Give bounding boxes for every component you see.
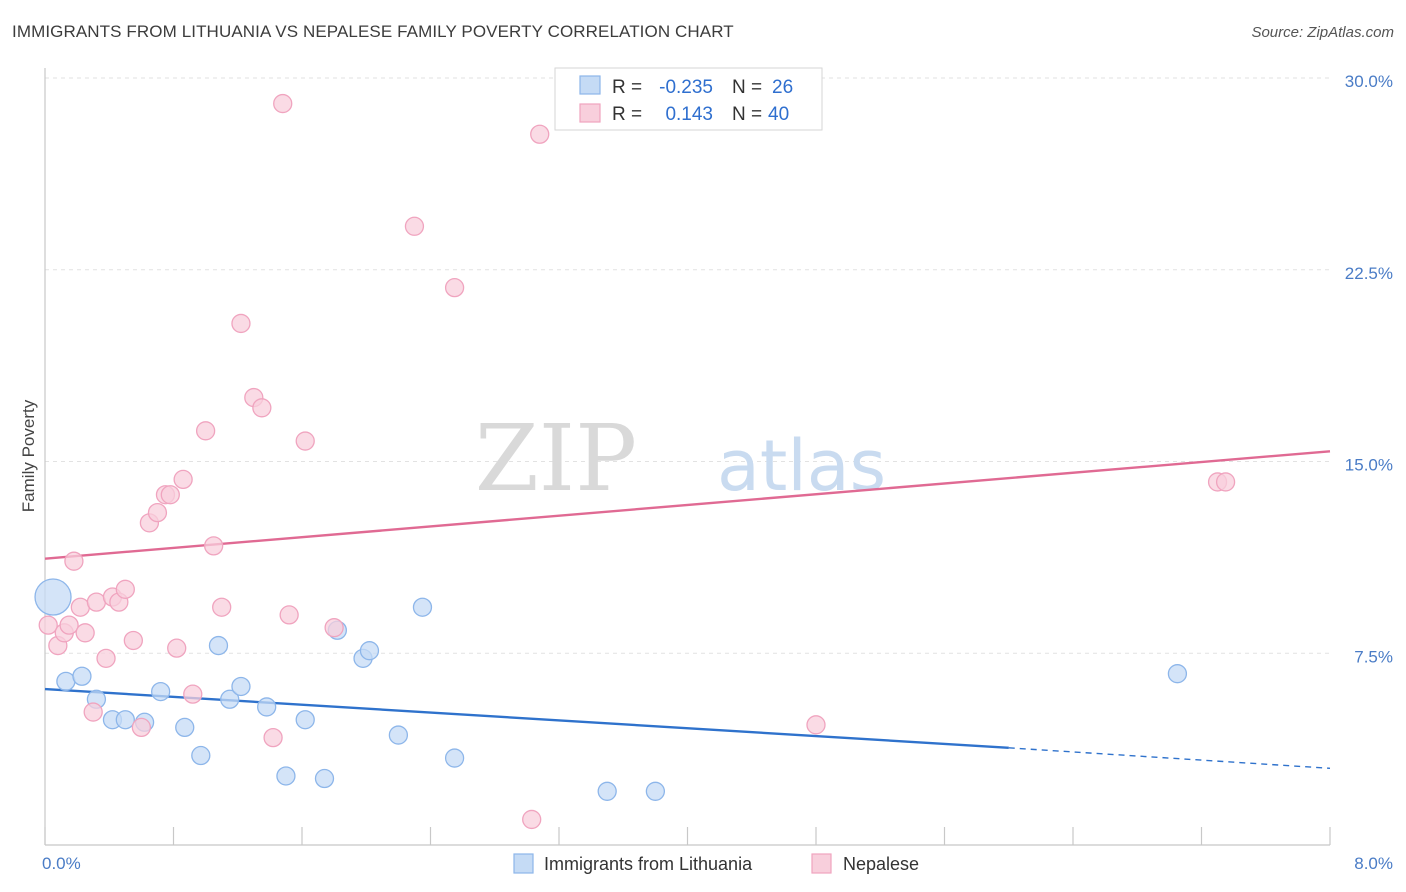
nepalese-point-39 [1215,472,1236,492]
lithuania-point-1 [56,671,76,692]
nepalese-point-22 [195,421,216,441]
nepalese-point-0 [38,615,58,635]
y-tick-label-0: 7.5% [1354,647,1393,666]
nepalese-point-20 [173,469,193,490]
y-tick-label-3: 30.0% [1345,72,1393,91]
nepalese-point-28 [263,727,283,748]
lithuania-point-12 [231,676,251,697]
nepalese-point-3 [59,615,79,635]
nepalese-point-5 [70,597,90,617]
nepalese-point-8 [86,592,107,612]
legend-r-value-1: -0.235 [659,77,713,98]
watermark: ZIP atlas [475,405,886,512]
nepalese-point-23 [204,536,224,556]
nepalese-point-36 [530,124,550,144]
legend-swatch-lithuania [579,75,601,95]
nepalese-point-30 [279,605,299,625]
nepalese-point-32 [324,618,344,638]
lithuania-point-2 [72,666,92,686]
legend-n-label-2: N = [732,104,762,125]
lithuania-point-11 [220,689,240,709]
nepalese-point-21 [183,684,203,704]
nepalese-point-25 [231,313,251,334]
data-points [34,93,1236,830]
nepalese-point-31 [295,431,315,451]
lithuania-point-7 [150,681,171,702]
legend-swatch-nepalese [579,103,601,123]
lithuania-point-16 [314,768,335,789]
nepalese-point-12 [115,579,135,599]
y-tick-label-2: 22.5% [1345,264,1393,283]
nepalese-point-9 [96,648,116,669]
lithuania-point-8 [175,717,195,738]
y-axis-label: Family Poverty [19,399,38,512]
nepalese-point-13 [123,630,143,651]
watermark-atlas: atlas [717,425,886,507]
lithuania-point-10 [208,635,229,656]
nepalese-point-4 [64,551,84,571]
nepalese-point-24 [212,597,232,617]
legend-n-label-1: N = [732,77,762,98]
lithuania-point-13 [257,697,277,717]
nepalese-point-35 [522,809,542,830]
bottom-legend-label-nepalese: Nepalese [843,854,919,874]
bottom-legend-swatch-lithuania [513,853,534,874]
nepalese-point-14 [131,717,152,738]
source-label: Source: ZipAtlas.com [1251,24,1394,41]
trend-line-0 [44,687,1009,750]
bottom-legend-swatch-nepalese [811,853,832,874]
trend-line-extension-0 [1008,747,1331,769]
bottom-legend: Immigrants from Lithuania Nepalese [513,853,919,874]
lithuania-point-20 [388,725,409,745]
lithuania-point-24 [645,781,666,801]
legend-n-value-1: 26 [772,77,793,98]
nepalese-point-6 [75,623,95,643]
nepalese-point-37 [806,715,826,735]
y-tick-label-1: 15.0% [1345,456,1393,475]
nepalese-point-7 [83,702,103,722]
lithuania-point-21 [412,597,433,617]
lithuania-point-5 [115,710,135,730]
nepalese-point-18 [160,485,180,505]
legend-n-value-2: 40 [768,104,789,125]
watermark-zip: ZIP [475,405,637,512]
nepalese-point-27 [252,398,272,418]
gridlines [45,77,1330,654]
nepalese-point-19 [167,638,187,658]
nepalese-point-16 [147,502,168,523]
trend-line-1 [44,450,1331,560]
lithuania-point-25 [1167,664,1188,684]
x-tick-max: 8.0% [1354,854,1393,873]
legend-r-label-2: R = [612,104,642,125]
lithuania-point-14 [276,766,296,786]
axes [44,68,1331,846]
lithuania-point-23 [597,781,617,801]
lithuania-point-19 [359,641,380,661]
nepalese-point-33 [404,216,425,236]
lithuania-point-22 [444,748,465,768]
nepalese-point-29 [273,93,293,114]
trend-lines [44,450,1331,769]
lithuania-point-9 [191,745,211,766]
chart-title: IMMIGRANTS FROM LITHUANIA VS NEPALESE FA… [12,22,734,41]
lithuania-point-15 [295,710,315,730]
bottom-legend-label-lithuania: Immigrants from Lithuania [544,854,753,874]
lithuania-point-0 [34,578,72,616]
legend-r-value-2: 0.143 [665,104,713,125]
nepalese-point-34 [444,277,465,298]
top-legend: R = -0.235 N = 26 R = 0.143 N = 40 [554,67,823,131]
legend-r-label-1: R = [612,77,642,98]
y-tick-labels: 7.5% 15.0% 22.5% 30.0% [1345,72,1393,666]
x-tick-min: 0.0% [42,854,81,873]
